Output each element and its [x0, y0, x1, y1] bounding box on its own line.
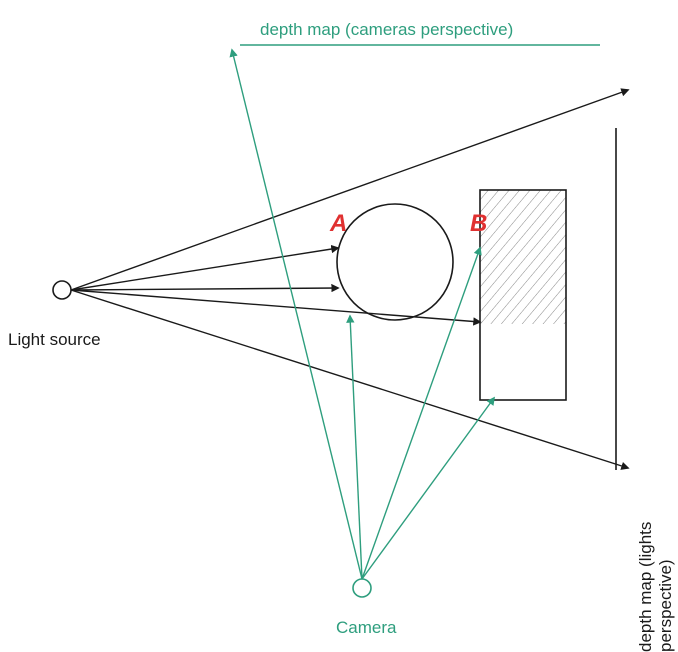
shadow-mapping-diagram [0, 0, 678, 652]
camera-label: Camera [336, 618, 396, 638]
rect-shadowed-region [480, 190, 566, 324]
light-source-label: Light source [8, 330, 101, 350]
light-ray [71, 288, 338, 290]
point-b-label: B [470, 210, 487, 238]
camera-ray [362, 398, 494, 579]
camera-ray [232, 50, 362, 579]
light-source-icon [53, 281, 71, 299]
light-ray [71, 248, 338, 290]
depth-map-camera-label: depth map (cameras perspective) [260, 20, 513, 40]
camera-icon [353, 579, 371, 597]
point-a-label: A [330, 210, 347, 238]
depth-map-light-label: depth map (lights perspective) [636, 428, 676, 652]
circle-object [337, 204, 453, 320]
